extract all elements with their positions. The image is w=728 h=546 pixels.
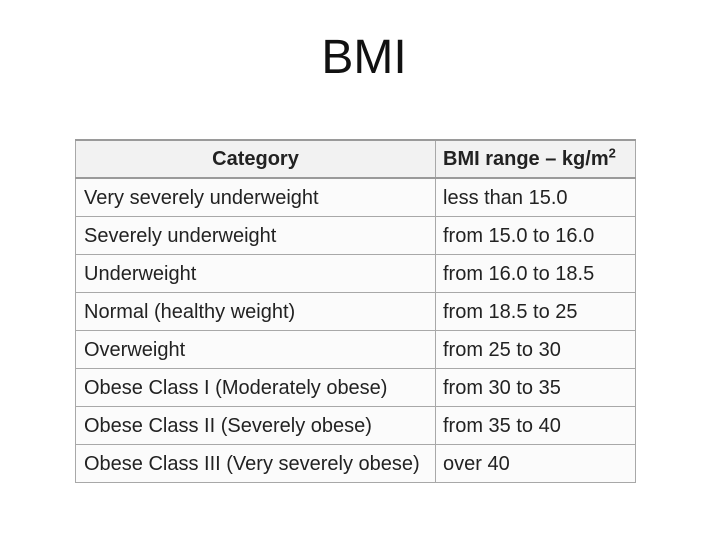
category-cell: Underweight	[75, 254, 436, 293]
range-cell: from 18.5 to 25	[435, 292, 636, 331]
table-header-row: Category BMI range – kg/m2	[75, 139, 636, 179]
range-cell: from 15.0 to 16.0	[435, 216, 636, 255]
category-cell: Overweight	[75, 330, 436, 369]
category-cell: Very severely underweight	[75, 177, 436, 217]
category-cell: Normal (healthy weight)	[75, 292, 436, 331]
bmi-range-unit-superscript: 2	[608, 145, 616, 161]
range-cell: over 40	[435, 444, 636, 483]
range-cell: from 30 to 35	[435, 368, 636, 407]
range-cell: from 35 to 40	[435, 406, 636, 445]
table-row: Underweight from 16.0 to 18.5	[75, 254, 636, 293]
table-row: Obese Class III (Very severely obese) ov…	[75, 444, 636, 483]
range-cell: less than 15.0	[435, 177, 636, 217]
bmi-table: Category BMI range – kg/m2 Very severely…	[75, 139, 636, 483]
table-row: Obese Class II (Severely obese) from 35 …	[75, 406, 636, 445]
column-header-bmi-range: BMI range – kg/m2	[435, 139, 636, 179]
table-row: Normal (healthy weight) from 18.5 to 25	[75, 292, 636, 331]
category-cell: Obese Class I (Moderately obese)	[75, 368, 436, 407]
range-cell: from 16.0 to 18.5	[435, 254, 636, 293]
column-header-category: Category	[75, 139, 436, 179]
category-cell: Obese Class III (Very severely obese)	[75, 444, 436, 483]
category-cell: Obese Class II (Severely obese)	[75, 406, 436, 445]
table-row: Overweight from 25 to 30	[75, 330, 636, 369]
range-cell: from 25 to 30	[435, 330, 636, 369]
table-row: Very severely underweight less than 15.0	[75, 177, 636, 217]
table-row: Obese Class I (Moderately obese) from 30…	[75, 368, 636, 407]
table-row: Severely underweight from 15.0 to 16.0	[75, 216, 636, 255]
page-title: BMI	[321, 31, 407, 84]
category-cell: Severely underweight	[75, 216, 436, 255]
bmi-range-unit-label: BMI range – kg/m	[443, 148, 609, 170]
